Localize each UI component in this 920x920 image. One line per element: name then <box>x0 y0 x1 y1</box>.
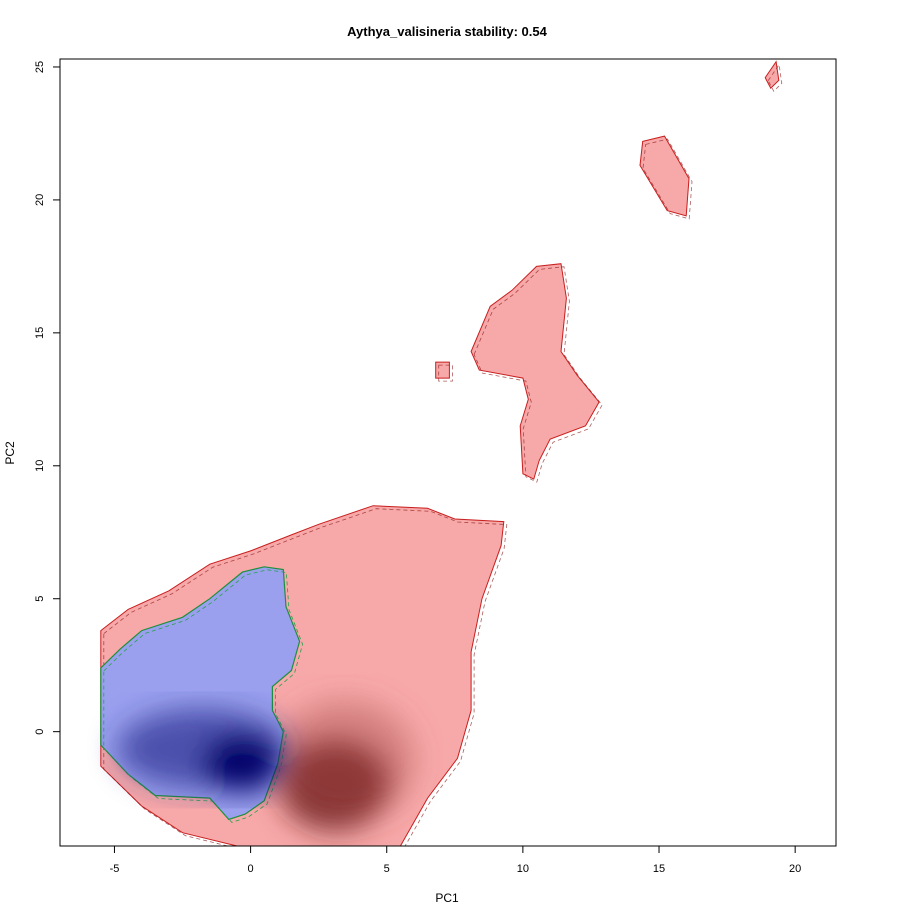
background-peak <box>275 699 416 830</box>
y-tick-label: 5 <box>34 596 46 602</box>
y-tick-label: 20 <box>34 194 46 206</box>
background-contour-dashed <box>473 266 603 483</box>
chart-title: Aythya_valisineria stability: 0.54 <box>347 24 547 39</box>
background-contour-dashed <box>642 138 693 220</box>
background-contour-dashed <box>103 508 508 846</box>
y-tick-label: 0 <box>34 729 46 735</box>
x-tick-label: 20 <box>789 863 801 875</box>
y-tick-label: 15 <box>34 327 46 339</box>
plot-area <box>100 60 783 846</box>
y-axis: 0 5 10 15 20 25 <box>34 61 61 735</box>
y-tick-label: 25 <box>34 61 46 73</box>
x-tick-label: -5 <box>110 863 120 875</box>
background-contour-dashed <box>767 63 783 92</box>
species-contour-dashed <box>103 569 304 823</box>
background-peak-halo <box>275 699 416 820</box>
x-tick-label: 5 <box>384 863 390 875</box>
x-axis-label: PC1 <box>435 891 459 905</box>
species-peak-core <box>204 735 281 792</box>
y-axis-label: PC2 <box>3 441 17 465</box>
species-peak <box>117 708 288 792</box>
background-contour-dashed <box>438 364 453 382</box>
background-region <box>470 263 600 480</box>
x-tick-label: 15 <box>653 863 665 875</box>
background-region <box>435 361 450 379</box>
background-region <box>639 135 690 217</box>
x-tick-label: 0 <box>248 863 254 875</box>
x-tick-label: 10 <box>517 863 529 875</box>
x-axis: -5 0 5 10 15 20 <box>110 845 801 875</box>
y-tick-label: 10 <box>34 460 46 472</box>
background-region <box>764 60 780 90</box>
